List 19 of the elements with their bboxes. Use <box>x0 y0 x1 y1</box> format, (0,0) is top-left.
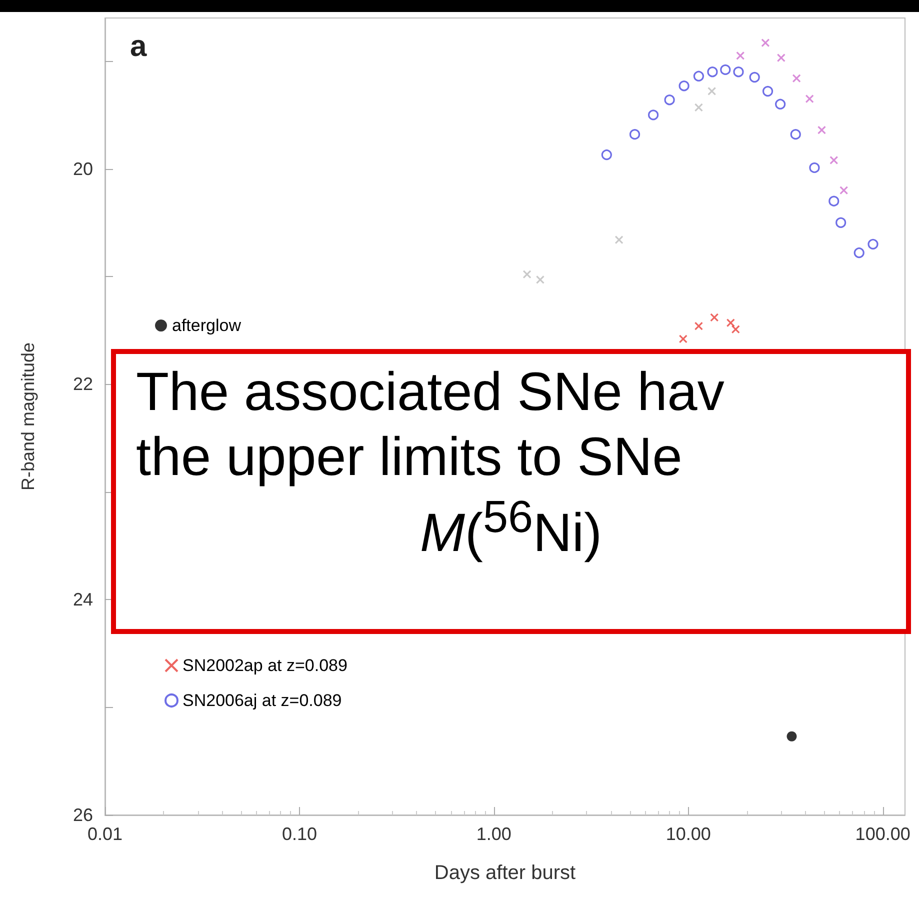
legend-label: afterglow <box>172 316 242 335</box>
x-axis-title: Days after burst <box>434 862 576 884</box>
y-tick-label: 24 <box>72 590 93 610</box>
x-tick-label: 0.10 <box>282 824 317 844</box>
annotation: The associated SNe hav <box>136 361 726 424</box>
annotation: a <box>130 30 147 64</box>
legend-label: SN2006aj at z=0.089 <box>182 691 342 710</box>
x-tick-label: 1.00 <box>476 824 512 844</box>
y-tick-label: 20 <box>72 158 93 179</box>
x-tick-label: 10.00 <box>666 824 711 844</box>
y-tick-label: 26 <box>72 805 93 825</box>
x-tick-label: 0.01 <box>87 824 123 844</box>
legend-label: SN2002ap at z=0.089 <box>182 656 348 675</box>
y-tick-label: 22 <box>72 374 93 394</box>
annotation: the upper limits to SNe <box>136 426 684 489</box>
annotation: M($^{56}$Ni) <box>418 490 603 565</box>
y-axis-title: R-band magnitude <box>18 342 38 491</box>
callout-box: The associated SNe hav the upper limits to SNe M($^{56}$Ni) <box>111 349 911 634</box>
x-tick-label: 100.00 <box>855 824 910 844</box>
